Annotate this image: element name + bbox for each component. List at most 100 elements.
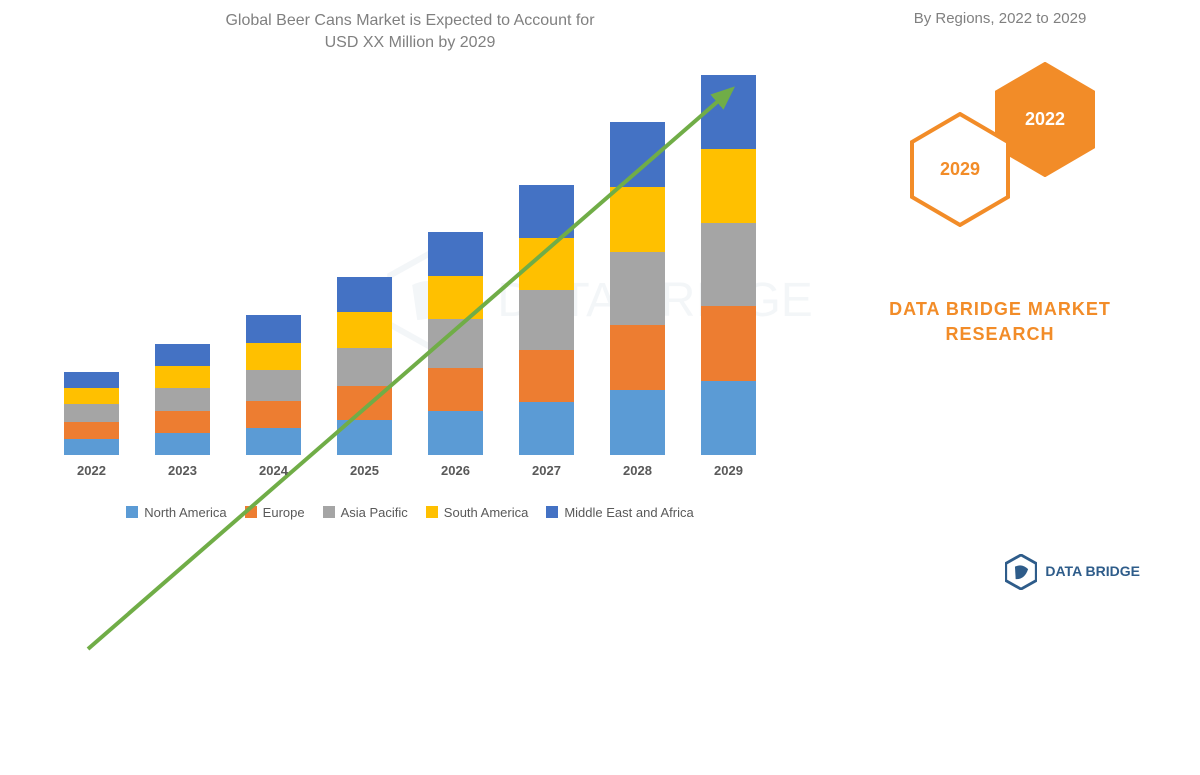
x-axis-labels: 2022 2023 2024 2025 2026 2027 2028 2029 [60,455,760,495]
bar-col [610,122,665,455]
hex-2022-label: 2022 [1025,109,1065,130]
legend-swatch [323,506,335,518]
bar-segment [519,350,574,402]
hex-2022: 2022 [995,62,1095,177]
bar-segment [519,402,574,454]
bar-stack [64,372,119,455]
regions-title: By Regions, 2022 to 2029 [820,10,1180,27]
brand-line1: DATA BRIDGE MARKET [820,297,1180,322]
bar-stack [337,277,392,454]
legend-swatch [126,506,138,518]
bar-segment [337,386,392,420]
bar-segment [246,315,301,342]
footer-brand-text: DATA BRIDGE [1045,564,1140,579]
x-label: 2024 [246,455,301,495]
bar-col [155,344,210,454]
bar-segment [337,348,392,386]
legend-swatch [426,506,438,518]
x-label: 2029 [701,455,756,495]
bar-segment [701,381,756,455]
bar-segment [64,439,119,455]
bar-segment [428,276,483,319]
legend-item: Europe [245,505,305,520]
bar-col [701,75,756,455]
x-label: 2028 [610,455,665,495]
x-label: 2022 [64,455,119,495]
bar-col [64,372,119,455]
bar-stack [246,315,301,454]
chart-title: Global Beer Cans Market is Expected to A… [40,10,780,55]
legend-item: South America [426,505,529,520]
bar-segment [428,232,483,275]
bar-stack [610,122,665,455]
bar-segment [64,404,119,422]
bar-segment [610,390,665,455]
bar-segment [155,411,210,433]
bar-stack [519,185,574,455]
bar-segment [701,306,756,380]
legend-label: South America [444,505,529,520]
chart-area: Global Beer Cans Market is Expected to A… [0,0,800,600]
hex-2029-label: 2029 [940,159,980,180]
x-label: 2025 [337,455,392,495]
chart-wrap: 2022 2023 2024 2025 2026 2027 2028 2029 [40,75,780,495]
legend-item: Middle East and Africa [546,505,693,520]
bar-segment [246,370,301,401]
bar-segment [337,277,392,311]
x-label: 2027 [519,455,574,495]
bar-segment [610,122,665,187]
bar-segment [610,325,665,390]
bar-segment [701,223,756,306]
bars-area [60,75,760,455]
bar-segment [428,319,483,368]
side-panel: By Regions, 2022 to 2029 2022 2029 DATA … [800,0,1200,600]
x-label: 2023 [155,455,210,495]
bar-segment [610,187,665,252]
chart-title-line2: USD XX Million by 2029 [40,32,780,54]
chart-title-line1: Global Beer Cans Market is Expected to A… [40,10,780,32]
footer-logo-icon [1005,554,1037,590]
bar-segment [610,252,665,324]
legend-label: Middle East and Africa [564,505,693,520]
bar-segment [337,420,392,454]
bar-stack [155,344,210,454]
bar-col [337,277,392,454]
bar-segment [428,411,483,454]
footer-brand: DATA BRIDGE [1005,554,1140,590]
bar-segment [428,368,483,411]
bar-segment [519,238,574,290]
bar-segment [246,343,301,370]
bar-stack [428,232,483,455]
bar-segment [701,75,756,149]
bar-segment [519,290,574,350]
bar-col [519,185,574,455]
hex-2029: 2029 [910,112,1010,227]
brand-title: DATA BRIDGE MARKET RESEARCH [820,297,1180,347]
bar-col [246,315,301,454]
bar-segment [337,312,392,348]
bar-segment [246,401,301,428]
bar-segment [155,366,210,388]
bar-stack [701,75,756,455]
brand-line2: RESEARCH [820,322,1180,347]
bar-segment [155,344,210,366]
bar-segment [155,433,210,455]
bar-segment [246,428,301,455]
hex-graphic: 2022 2029 [880,57,1120,257]
bar-segment [519,185,574,237]
bar-segment [701,149,756,223]
bar-segment [64,422,119,438]
legend-swatch [546,506,558,518]
bar-segment [155,388,210,412]
x-label: 2026 [428,455,483,495]
legend-swatch [245,506,257,518]
legend: North America Europe Asia Pacific South Ame… [40,505,780,520]
legend-item: Asia Pacific [323,505,408,520]
bar-segment [64,388,119,404]
bar-col [428,232,483,455]
legend-item: North America [126,505,226,520]
legend-label: Europe [263,505,305,520]
bar-segment [64,372,119,388]
legend-label: North America [144,505,226,520]
legend-label: Asia Pacific [341,505,408,520]
